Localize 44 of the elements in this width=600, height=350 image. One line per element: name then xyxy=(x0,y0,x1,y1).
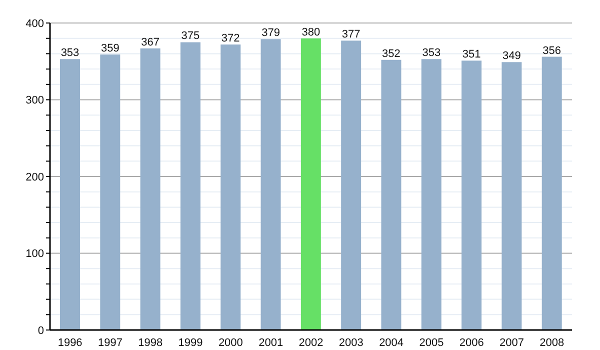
x-tick-label: 1997 xyxy=(98,336,122,349)
y-tick-label: 400 xyxy=(26,18,44,30)
y-tick-label: 300 xyxy=(26,94,44,107)
bar xyxy=(300,38,321,330)
bar xyxy=(60,59,80,330)
y-tick-label: 200 xyxy=(26,171,44,184)
x-tick-label: 2001 xyxy=(258,336,284,349)
x-tick-label: 2007 xyxy=(500,336,524,349)
data-label: 379 xyxy=(262,27,280,40)
bar xyxy=(180,42,200,330)
bar xyxy=(381,60,402,330)
x-tick-label: 2006 xyxy=(459,336,484,349)
bar xyxy=(341,40,362,330)
data-label: 349 xyxy=(502,50,521,62)
x-tick-label: 1996 xyxy=(58,336,82,349)
data-label: 352 xyxy=(382,48,400,60)
x-tick-label: 2004 xyxy=(379,336,404,349)
x-tick-label: 2002 xyxy=(298,336,324,349)
bar xyxy=(502,62,522,330)
data-label: 377 xyxy=(342,28,360,41)
x-tick-label: 1998 xyxy=(138,336,163,349)
data-label: 353 xyxy=(422,47,441,60)
y-tick-label: 0 xyxy=(38,324,44,337)
data-label: 380 xyxy=(302,26,320,38)
x-tick-label: 2005 xyxy=(419,336,444,349)
data-label: 356 xyxy=(542,44,562,57)
x-tick-label: 2003 xyxy=(338,336,364,349)
bar xyxy=(542,56,562,330)
x-tick-label: 1999 xyxy=(178,336,203,349)
data-label: 359 xyxy=(100,42,120,54)
bar xyxy=(220,44,241,330)
bar xyxy=(100,54,120,330)
bar xyxy=(421,59,442,330)
data-label: 367 xyxy=(141,36,160,48)
data-label: 351 xyxy=(462,48,481,61)
x-tick-label: 2000 xyxy=(218,336,243,349)
data-label: 372 xyxy=(221,32,240,44)
bar xyxy=(140,48,160,330)
bar xyxy=(462,60,482,330)
data-label: 375 xyxy=(181,30,200,42)
x-tick-label: 2008 xyxy=(540,336,564,349)
y-tick-label: 100 xyxy=(26,248,44,260)
data-label: 353 xyxy=(60,47,80,60)
bar xyxy=(260,39,281,330)
